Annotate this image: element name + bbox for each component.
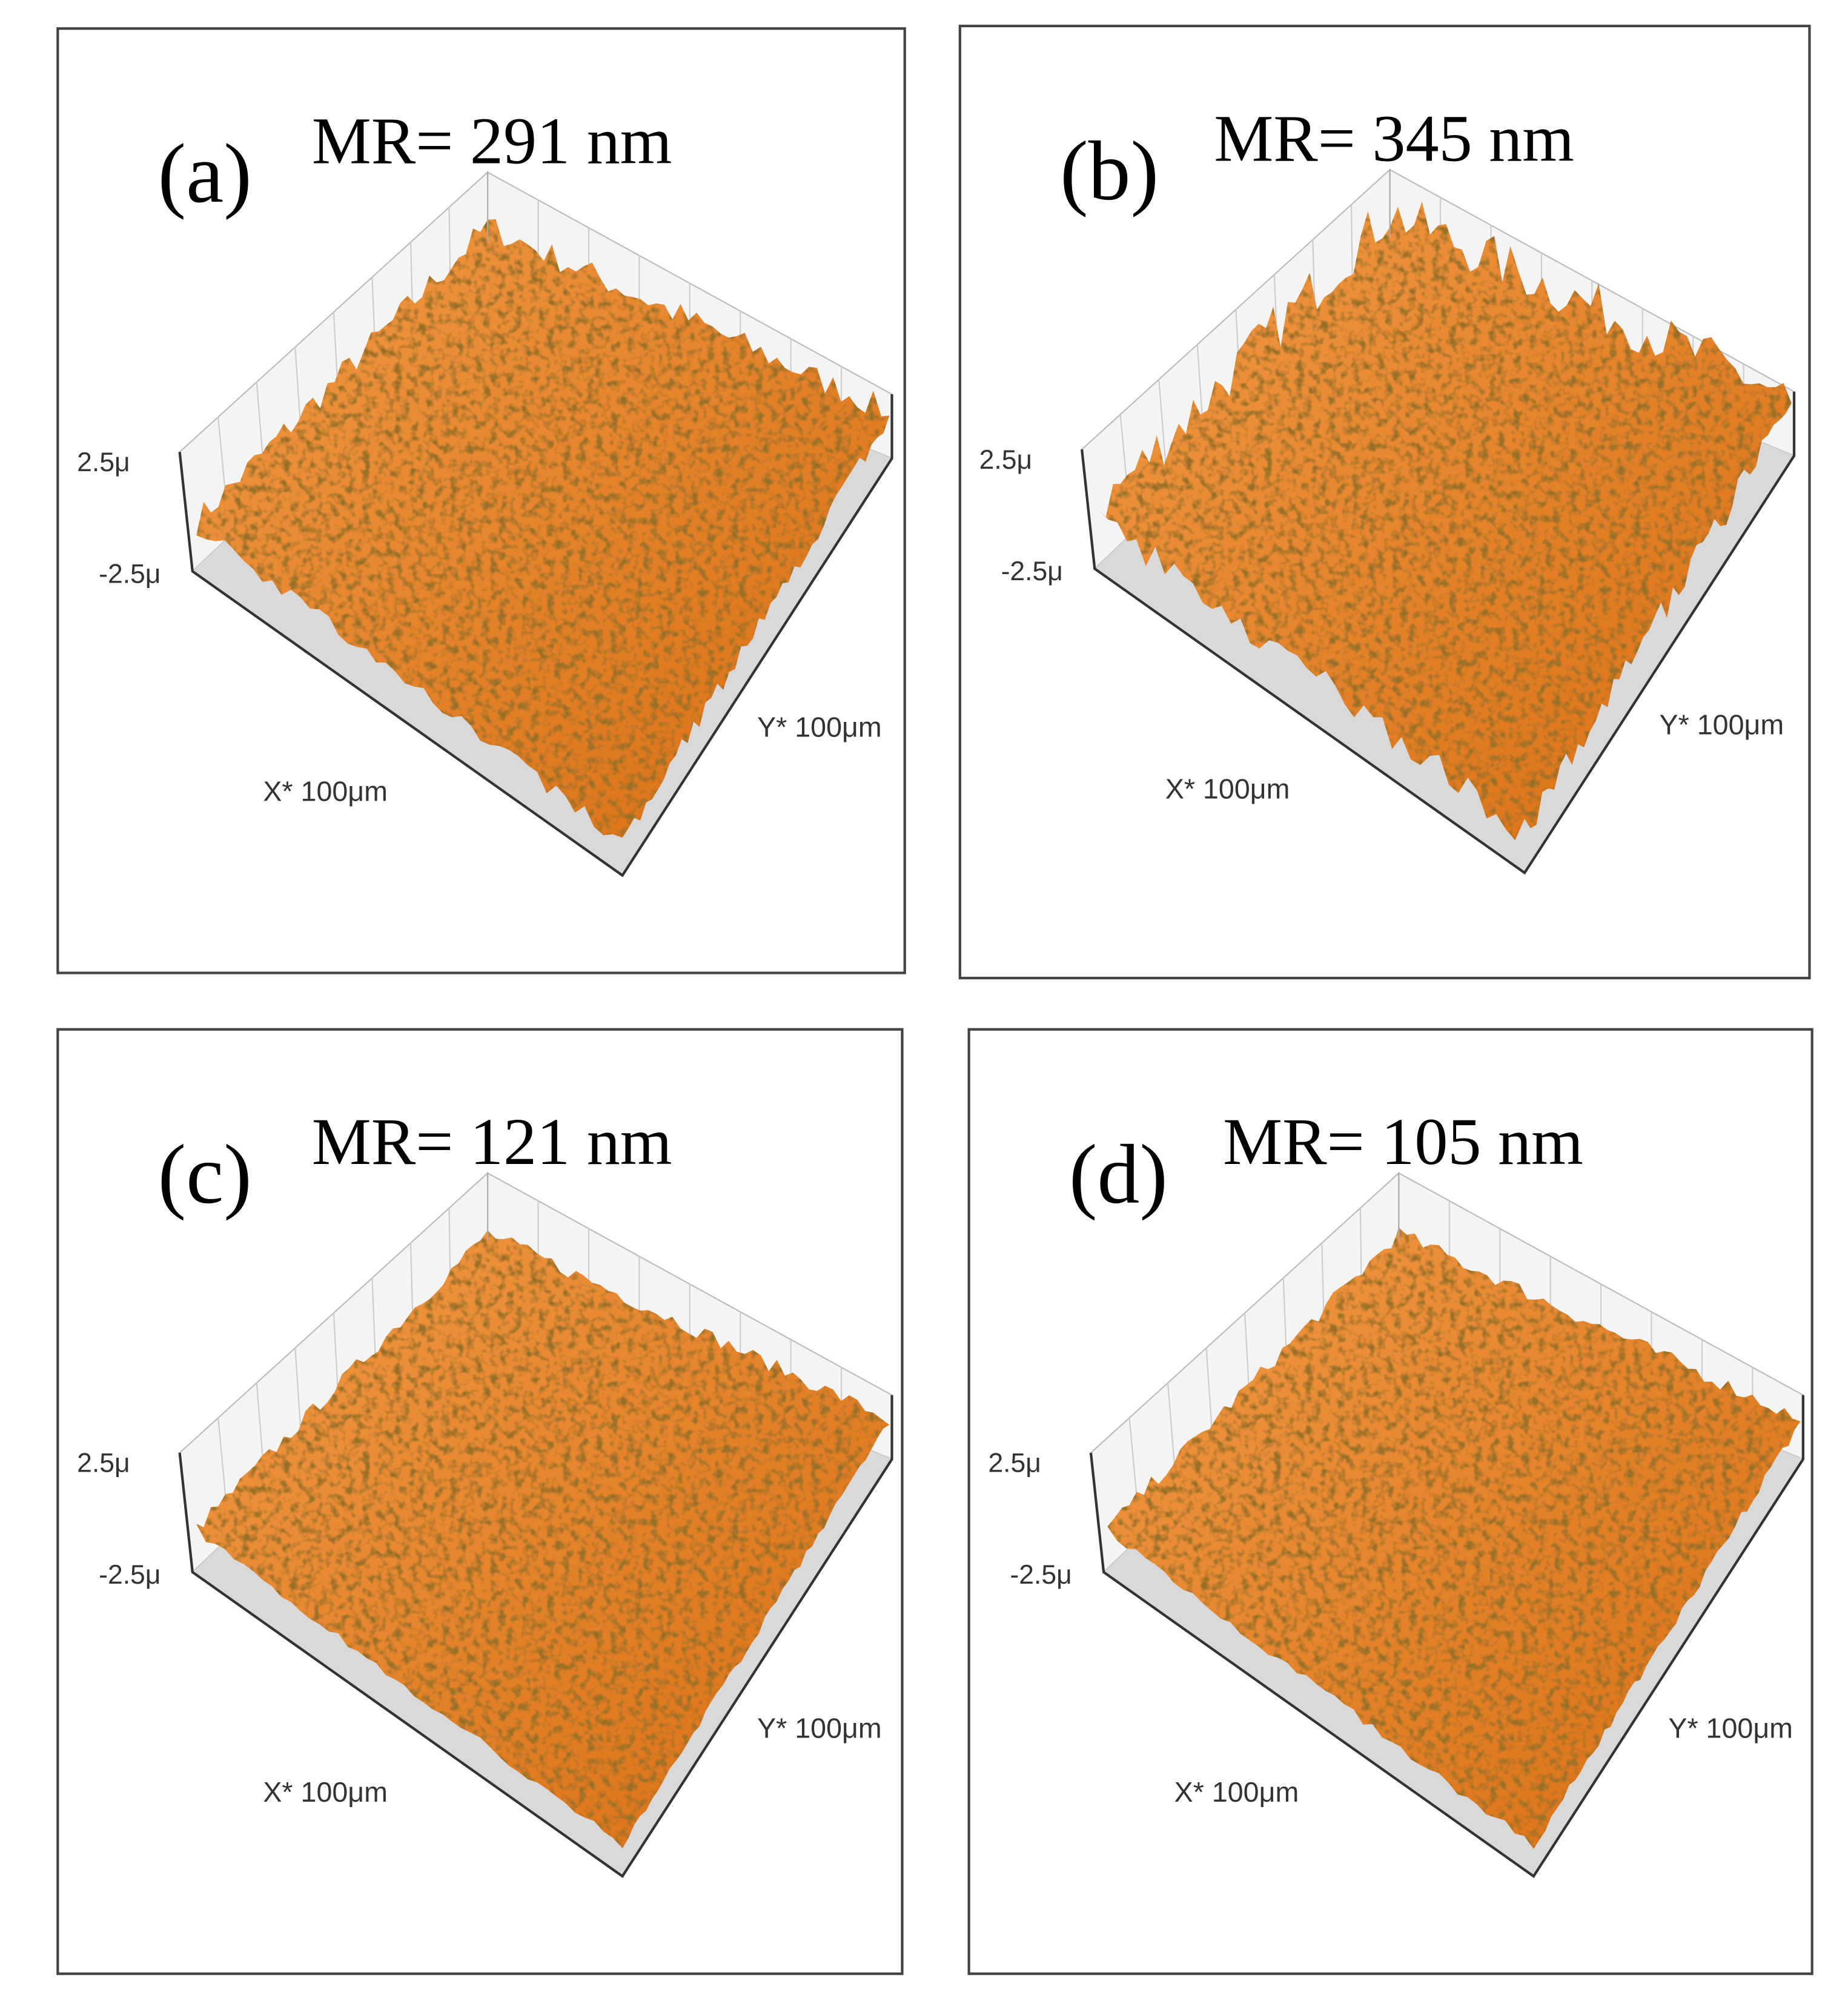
panel-title: MR= 105 nm <box>1223 1105 1583 1179</box>
panel-label: (a) <box>158 127 252 220</box>
z-min-label: -2.5μ <box>99 559 161 589</box>
x-axis-label: X* 100μm <box>1165 773 1290 804</box>
panel-label: (c) <box>158 1128 252 1222</box>
x-axis-label: X* 100μm <box>263 1776 388 1808</box>
panel-title: MR= 345 nm <box>1214 101 1574 175</box>
panel-label: (d) <box>1069 1128 1168 1222</box>
y-axis-label: Y* 100μm <box>1668 1712 1793 1744</box>
y-axis-label: Y* 100μm <box>757 712 882 743</box>
z-max-label: 2.5μ <box>988 1449 1041 1478</box>
x-axis-label: X* 100μm <box>1174 1776 1299 1808</box>
panel-title: MR= 291 nm <box>312 104 672 178</box>
y-axis-label: Y* 100μm <box>757 1712 882 1744</box>
axis-line <box>178 394 893 878</box>
z-min-label: -2.5μ <box>1001 557 1063 586</box>
panel: (a) MR= 291 nm 2.5μ -2.5μ X* 100μm Y* 100μm <box>56 27 906 974</box>
z-max-label: 2.5μ <box>77 1449 130 1478</box>
panel-label: (b) <box>1060 124 1159 218</box>
axis-line <box>1080 391 1796 875</box>
z-min-label: -2.5μ <box>99 1560 161 1590</box>
panel: (b) MR= 345 nm 2.5μ -2.5μ X* 100μm Y* 100μm <box>958 24 1811 980</box>
axis-line <box>1089 1395 1804 1879</box>
panel: (d) MR= 105 nm 2.5μ -2.5μ X* 100μm Y* 100μm <box>967 1028 1813 1975</box>
z-max-label: 2.5μ <box>77 448 130 477</box>
panel-title: MR= 121 nm <box>312 1105 672 1179</box>
x-axis-label: X* 100μm <box>263 776 388 807</box>
z-max-label: 2.5μ <box>979 445 1032 475</box>
z-min-label: -2.5μ <box>1010 1560 1071 1590</box>
y-axis-label: Y* 100μm <box>1660 709 1784 740</box>
panel: (c) MR= 121 nm 2.5μ -2.5μ X* 100μm Y* 100μm <box>56 1028 904 1975</box>
axis-line <box>178 1395 893 1879</box>
